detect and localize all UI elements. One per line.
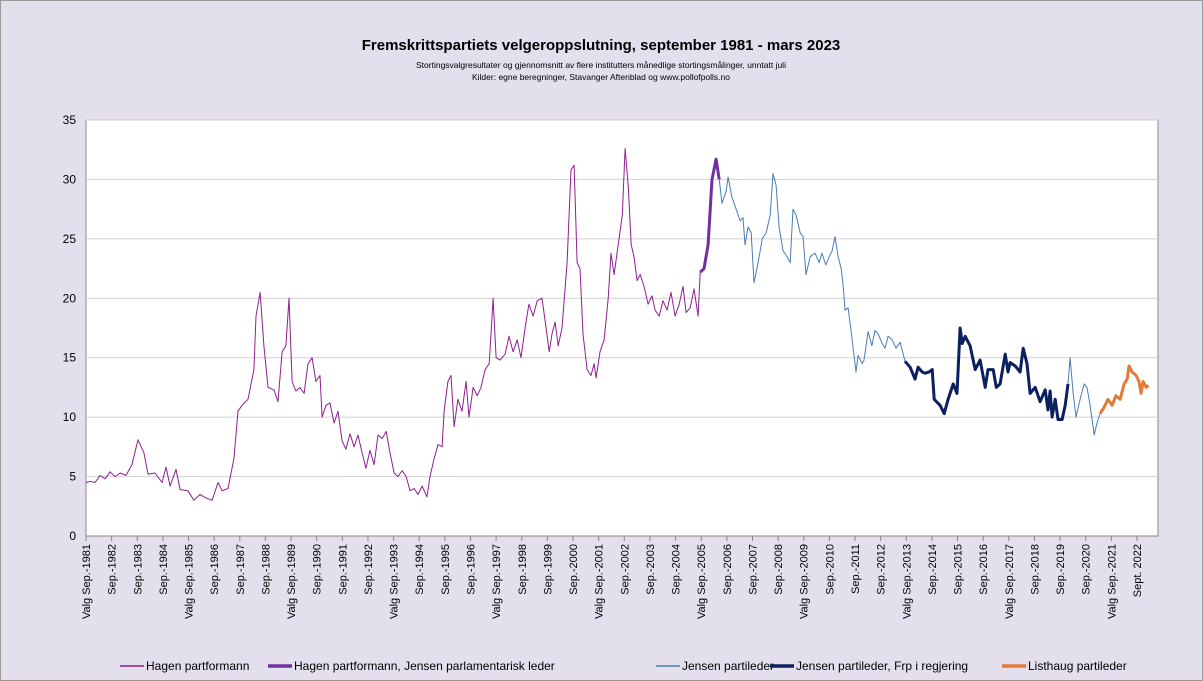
x-tick-label: Sep.-2018 xyxy=(1029,544,1041,595)
legend-label: Jensen partileder, Frp i regjering xyxy=(796,659,968,673)
x-tick-label: Sep.-2010 xyxy=(824,544,836,595)
legend-label: Hagen partformann, Jensen parlamentarisk… xyxy=(294,659,555,673)
x-tick-label: Sep.-2020 xyxy=(1081,544,1093,595)
x-tick-label: Sept. 2022 xyxy=(1132,544,1144,597)
x-tick-label: Sep.-1983 xyxy=(132,544,144,595)
x-tick-label: Valg Sep.-2009 xyxy=(799,544,811,619)
y-tick-label: 25 xyxy=(63,232,77,246)
x-tick-label: Valg Sep.-2013 xyxy=(901,544,913,619)
x-tick-label: Sep.-2012 xyxy=(876,544,888,595)
legend-label: Jensen partileder xyxy=(682,659,774,673)
x-tick-label: Valg Sep.-2021 xyxy=(1106,544,1118,619)
x-tick-label: Sep.-1995 xyxy=(440,544,452,595)
x-tick-label: Valg Sep.-1981 xyxy=(81,544,93,619)
x-tick-label: Sep.-2003 xyxy=(645,544,657,595)
x-tick-label: Sep.-1994 xyxy=(414,544,426,595)
series-line xyxy=(85,148,701,501)
y-tick-label: 0 xyxy=(69,529,76,543)
x-tick-label: Sep.-2015 xyxy=(953,544,965,595)
y-tick-label: 35 xyxy=(63,113,77,127)
x-tick-label: Valg Sep.-2001 xyxy=(594,544,606,619)
x-tick-label: Valg Sep.-2005 xyxy=(696,544,708,619)
x-tick-label: Sep.-2014 xyxy=(927,544,939,595)
x-tick-label: Sep.-1988 xyxy=(260,544,272,595)
x-tick-label: Sep.-2002 xyxy=(619,544,631,595)
y-tick-label: 20 xyxy=(63,291,77,305)
x-tick-label: Sep.-2011 xyxy=(850,544,862,594)
x-tick-label: Sep.-2007 xyxy=(747,544,759,595)
y-tick-label: 5 xyxy=(69,470,76,484)
x-tick-label: Sep.-1990 xyxy=(312,544,324,595)
chart-subtitle: Stortingsvalgresultater og gjennomsnitt … xyxy=(416,60,786,70)
x-tick-label: Valg Sep.-1989 xyxy=(286,544,298,619)
series-line xyxy=(718,173,1101,436)
x-tick-label: Sep.-1984 xyxy=(158,544,170,595)
series-line xyxy=(903,326,1070,421)
x-tick-label: Sep.-2004 xyxy=(671,544,683,595)
x-tick-label: Sep.-2000 xyxy=(568,544,580,595)
plot-area xyxy=(85,119,1159,537)
series-line xyxy=(699,157,721,274)
x-tick-label: Sep.-1991 xyxy=(337,544,349,595)
x-tick-label: Sep.-2016 xyxy=(978,544,990,595)
x-tick-label: Sep.-1999 xyxy=(542,544,554,595)
y-tick-label: 10 xyxy=(63,410,77,424)
chart-source: Kilder: egne beregninger, Stavanger Afte… xyxy=(472,72,730,82)
x-tick-label: Valg Sep.-1993 xyxy=(389,544,401,619)
x-tick-label: Valg Sep.-1997 xyxy=(491,544,503,619)
x-tick-label: Sep.-1982 xyxy=(107,544,119,595)
series-line xyxy=(1098,364,1150,415)
x-tick-label: Valg Sep.-2017 xyxy=(1004,544,1016,619)
x-tick-label: Sep.-1996 xyxy=(466,544,478,595)
chart-title: Fremskrittspartiets velgeroppslutning, s… xyxy=(362,37,841,54)
x-tick-label: Sep.-2019 xyxy=(1055,544,1067,595)
x-tick-label: Sep.-1987 xyxy=(235,544,247,595)
y-tick-label: 15 xyxy=(63,351,77,365)
y-tick-label: 30 xyxy=(63,172,77,186)
x-tick-label: Sep.-1998 xyxy=(517,544,529,595)
legend-label: Hagen partformann xyxy=(146,659,249,673)
x-tick-label: Valg Sep.-1985 xyxy=(184,544,196,619)
x-tick-label: Sep.-1992 xyxy=(363,544,375,595)
x-tick-label: Sep.-2006 xyxy=(722,544,734,595)
x-tick-label: Sep.-2008 xyxy=(773,544,785,595)
legend-label: Listhaug partileder xyxy=(1028,659,1127,673)
x-tick-label: Sep.-1986 xyxy=(209,544,221,595)
